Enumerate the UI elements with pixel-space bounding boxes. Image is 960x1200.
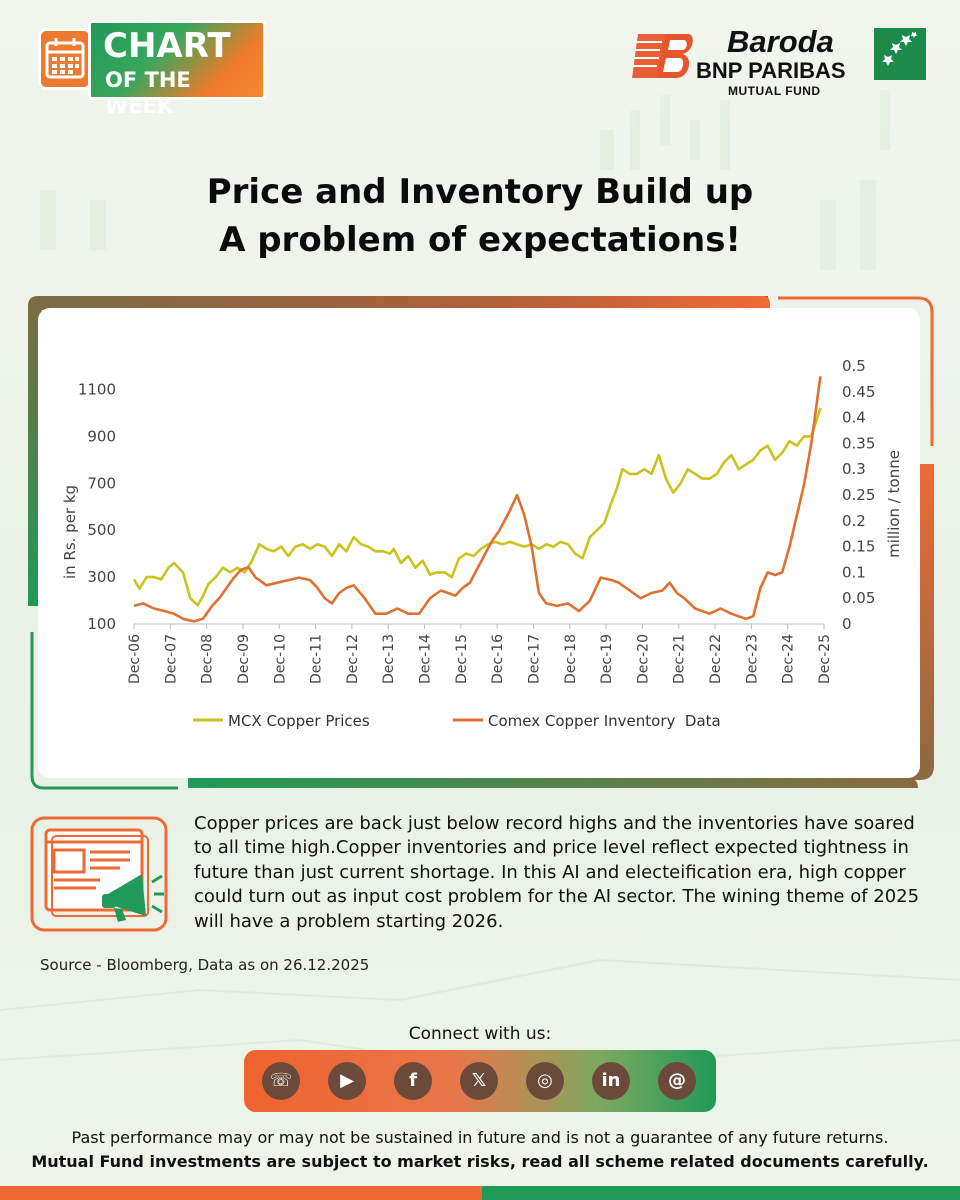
x-tick-label: Dec-23 xyxy=(744,634,760,684)
commentary-text: Copper prices are back just below record… xyxy=(194,813,920,932)
x-tick-label: Dec-22 xyxy=(708,634,724,684)
social-bar: ☏ ▶ f 𝕏 ◎ in @ xyxy=(244,1050,716,1112)
badge-label-box: CHART OF THE WEEK xyxy=(88,20,266,118)
x-tick-label: Dec-13 xyxy=(381,634,397,684)
y-axis-label: in Rs. per kg xyxy=(61,485,79,579)
youtube-icon[interactable]: ▶ xyxy=(328,1062,366,1100)
logo-line3: MUTUAL FUND xyxy=(728,84,821,98)
bottom-color-bar xyxy=(0,1186,960,1200)
x-tick-label: Dec-15 xyxy=(454,634,470,684)
x-tick-label: Dec-21 xyxy=(672,634,688,684)
x-tick-label: Dec-19 xyxy=(599,634,615,684)
copper-price-inventory-chart: 100 300 500 700 900 1100 0 0.05 0.1 0.15 0.2 0.25 0.… xyxy=(61,357,903,730)
facebook-icon[interactable]: f xyxy=(394,1062,432,1100)
y-tick-label: 1100 xyxy=(78,380,116,398)
bnp-stars-icon xyxy=(874,28,926,80)
x-tick-label: Dec-17 xyxy=(526,634,542,684)
phone-icon[interactable]: ☏ xyxy=(262,1062,300,1100)
baroda-sun-icon xyxy=(632,34,693,78)
x-tick-label: Dec-08 xyxy=(200,634,216,684)
disclaimer-market-risk: Mutual Fund investments are subject to m… xyxy=(31,1152,929,1171)
legend-label-comex: Comex Copper Inventory Data xyxy=(488,712,721,730)
disclaimer-past-performance: Past performance may or may not be susta… xyxy=(71,1128,889,1147)
threads-icon[interactable]: @ xyxy=(658,1062,696,1100)
y2-tick-label: 0.15 xyxy=(842,538,875,556)
chart-legend: MCX Copper Prices Comex Copper Inventory… xyxy=(193,712,721,730)
logo-line1: Baroda xyxy=(727,24,834,59)
y-tick-label: 500 xyxy=(87,521,116,539)
badge-line2: OF THE WEEK xyxy=(105,68,191,118)
logo-line2: BNP PARIBAS xyxy=(696,58,846,83)
instagram-icon[interactable]: ◎ xyxy=(526,1062,564,1100)
y-tick-label: 700 xyxy=(87,474,116,492)
y2-tick-label: 0.4 xyxy=(842,409,866,427)
y2-tick-label: 0.05 xyxy=(842,589,875,607)
baroda-bnp-paribas-logo: Baroda BNP PARIBAS MUTUAL FUND xyxy=(632,24,928,100)
x-tick-label: Dec-06 xyxy=(127,634,143,684)
y-tick-label: 900 xyxy=(87,427,116,445)
calendar-icon xyxy=(38,28,92,90)
x-icon[interactable]: 𝕏 xyxy=(460,1062,498,1100)
x-tick-label: Dec-24 xyxy=(781,634,797,684)
x-tick-label: Dec-25 xyxy=(817,634,833,684)
y-tick-label: 300 xyxy=(87,568,116,586)
connect-label: Connect with us: xyxy=(408,1024,552,1044)
chart-frame xyxy=(28,296,934,790)
x-tick-label: Dec-07 xyxy=(163,634,179,684)
x-tick-label: Dec-16 xyxy=(490,634,506,684)
x-tick-label: Dec-09 xyxy=(236,634,252,684)
x-tick-label: Dec-18 xyxy=(563,634,579,684)
y-tick-label: 100 xyxy=(87,615,116,633)
y2-tick-label: 0 xyxy=(842,615,852,633)
chart-of-the-week-badge: CHART OF THE WEEK xyxy=(38,20,266,118)
badge-line1: CHART xyxy=(103,26,231,66)
x-tick-label: Dec-11 xyxy=(309,634,325,684)
y2-tick-label: 0.5 xyxy=(842,357,866,375)
legend-label-mcx: MCX Copper Prices xyxy=(228,712,370,730)
series-line-mcx-copper-prices xyxy=(132,407,822,607)
y2-tick-label: 0.25 xyxy=(842,486,875,504)
commentary-illustration xyxy=(30,816,170,934)
page-title-line2: A problem of expectations! xyxy=(219,220,741,260)
y2-tick-label: 0.3 xyxy=(842,460,866,478)
x-tick-label: Dec-14 xyxy=(418,634,434,684)
y2-tick-label: 0.2 xyxy=(842,512,866,530)
y2-tick-label: 0.1 xyxy=(842,563,866,581)
announcement-megaphone-icon xyxy=(30,816,168,932)
x-tick-label: Dec-12 xyxy=(345,634,361,684)
page-title-line1: Price and Inventory Build up xyxy=(206,172,754,212)
chart-card xyxy=(38,308,920,778)
y2-axis-label: million / tonne xyxy=(885,450,903,558)
y2-tick-label: 0.45 xyxy=(842,383,875,401)
y2-tick-label: 0.35 xyxy=(842,434,875,452)
source-note: Source - Bloomberg, Data as on 26.12.202… xyxy=(40,956,370,974)
linkedin-icon[interactable]: in xyxy=(592,1062,630,1100)
x-tick-label: Dec-10 xyxy=(272,634,288,684)
x-tick-label: Dec-20 xyxy=(635,634,651,684)
series-line-comex-inventory xyxy=(133,376,822,623)
